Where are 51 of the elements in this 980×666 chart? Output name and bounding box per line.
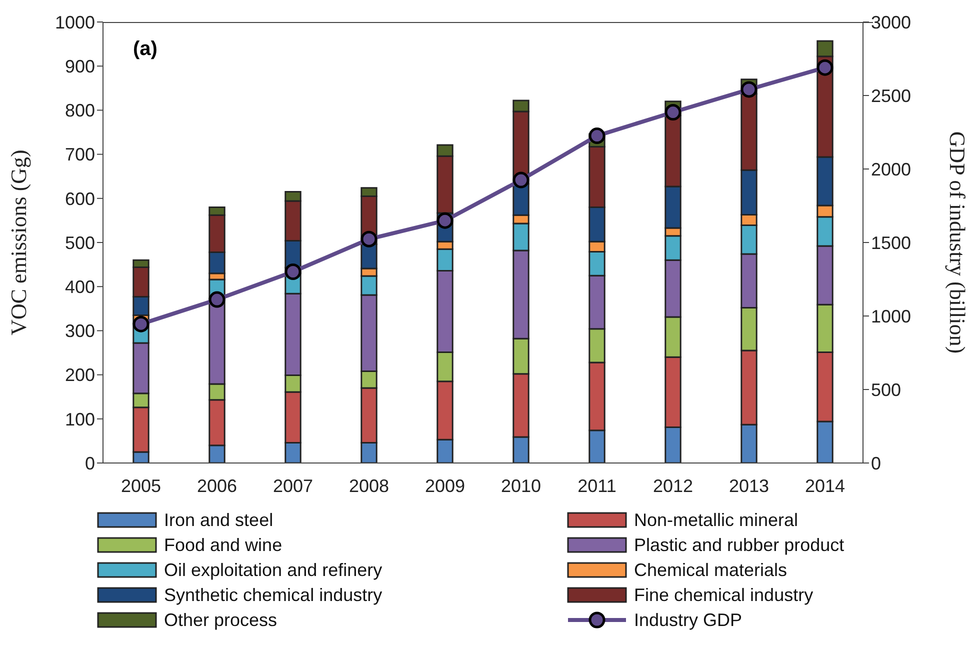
legend-label: Non-metallic mineral [634,510,798,530]
legend-label: Iron and steel [164,510,274,530]
point [740,81,758,98]
legend-label: Fine chemical industry [634,584,814,606]
annotation: (a) [133,38,158,61]
x-tick-label: 2009 [424,476,466,496]
legend-label: Synthetic chemical industry [164,584,382,606]
legend-label: Chemical materials [634,560,788,580]
y-tick-label: 200 [64,365,95,386]
point [208,291,226,308]
legend-label: Plastic and rubber product [634,534,844,556]
y2-axis-title: GDP of industry (billion) [945,131,970,354]
x-tick-label: 2014 [804,476,846,496]
legend-label: Food and wine [164,534,282,556]
y2-tick-label: 0 [871,453,882,474]
x-tick-label: 2011 [578,476,616,496]
point [360,230,378,248]
point [588,128,606,144]
x-tick-label: 2008 [348,476,390,496]
y2-tick-label: 1000 [871,306,912,326]
y-tick-label: 900 [64,56,95,76]
point [132,316,150,332]
legend-label: Oil exploitation and refinery [164,560,382,580]
y-tick-label: 1000 [54,12,95,32]
point [816,59,834,76]
y-tick-label: 0 [84,453,95,474]
point [284,264,302,280]
x-tick-label: 2010 [500,476,542,496]
legend-label: Industry GDP [634,610,742,630]
y-tick-label: 600 [64,188,95,209]
x-tick-label: 2006 [196,476,238,496]
x-tick-label: 2013 [728,476,770,496]
y-tick-label: 100 [64,409,95,430]
point [512,172,530,188]
y2-tick-label: 1500 [871,232,912,253]
y2-tick-label: 3000 [871,12,912,32]
y-tick-label: 700 [64,144,95,165]
y-axis-title: VOC emissions (Gg) [6,150,31,336]
x-tick-label: 2005 [120,476,162,496]
x-tick-label: 2007 [272,476,314,496]
y2-tick-label: 500 [871,380,902,400]
y-tick-label: 800 [64,100,95,121]
point [436,212,454,229]
x-tick-label: 2012 [652,476,694,496]
y-tick-label: 500 [64,232,95,253]
y-tick-label: 300 [64,321,95,342]
y2-tick-label: 2000 [871,159,912,180]
y-tick-label: 400 [64,276,95,297]
legend-label: Other process [164,610,278,630]
point [664,104,682,121]
y2-tick-label: 2500 [871,86,912,106]
